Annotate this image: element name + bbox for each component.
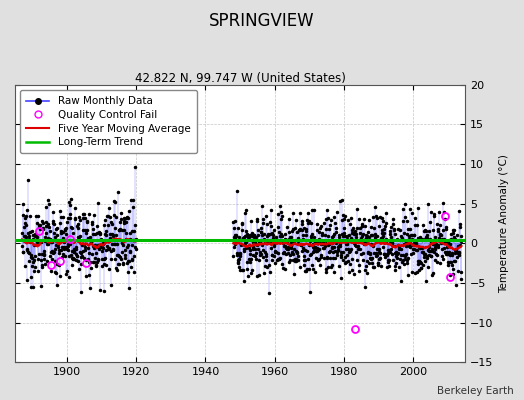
Y-axis label: Temperature Anomaly (°C): Temperature Anomaly (°C) [499,154,509,293]
Text: Berkeley Earth: Berkeley Earth [437,386,514,396]
Title: 42.822 N, 99.747 W (United States): 42.822 N, 99.747 W (United States) [135,72,345,85]
Text: SPRINGVIEW: SPRINGVIEW [209,12,315,30]
Legend: Raw Monthly Data, Quality Control Fail, Five Year Moving Average, Long-Term Tren: Raw Monthly Data, Quality Control Fail, … [20,90,197,154]
